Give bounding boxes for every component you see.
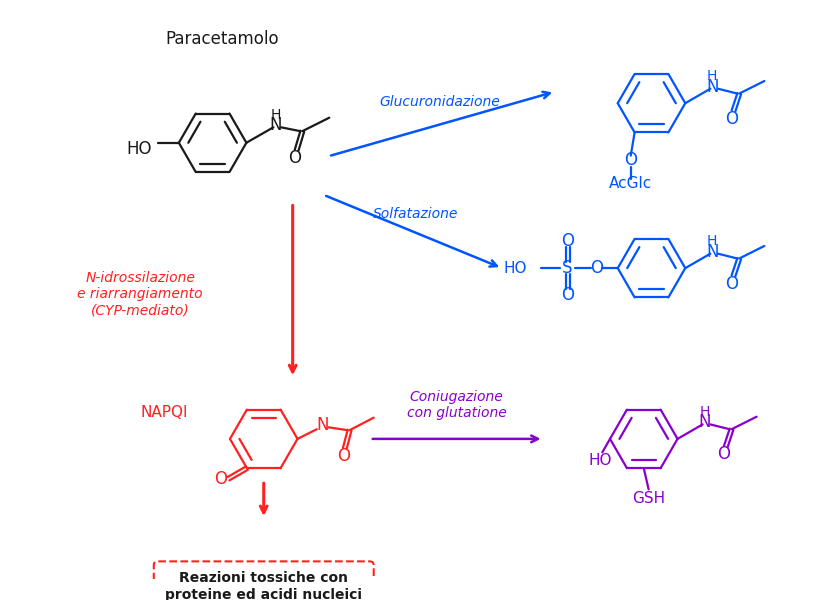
Text: O: O: [725, 275, 738, 293]
Text: O: O: [561, 232, 574, 250]
Text: O: O: [338, 447, 350, 465]
Text: S: S: [562, 259, 573, 277]
Text: O: O: [561, 286, 574, 304]
Text: AcGlc: AcGlc: [609, 176, 653, 191]
Text: O: O: [717, 445, 730, 463]
Text: N-idrossilazione
e riarrangiamento
(CYP-mediato): N-idrossilazione e riarrangiamento (CYP-…: [77, 271, 203, 317]
Text: N: N: [698, 413, 711, 431]
Text: N: N: [269, 116, 281, 134]
Text: Reazioni tossiche con
proteine ed acidi nucleici: Reazioni tossiche con proteine ed acidi …: [165, 571, 362, 600]
Text: Coniugazione
con glutatione: Coniugazione con glutatione: [407, 390, 507, 420]
Text: Glucuronidazione: Glucuronidazione: [379, 95, 500, 109]
Text: H: H: [707, 234, 717, 248]
Text: GSH: GSH: [632, 491, 665, 506]
Text: O: O: [725, 110, 738, 128]
Text: O: O: [624, 151, 638, 169]
Text: N: N: [706, 78, 718, 96]
Text: HO: HO: [503, 260, 527, 275]
FancyBboxPatch shape: [154, 562, 374, 600]
Text: HO: HO: [589, 452, 612, 467]
Text: O: O: [214, 470, 228, 488]
Text: H: H: [700, 405, 710, 419]
Text: Paracetamolo: Paracetamolo: [165, 29, 279, 47]
Text: H: H: [270, 108, 281, 122]
Text: H: H: [707, 69, 717, 83]
Text: O: O: [288, 149, 301, 167]
Text: O: O: [590, 259, 603, 277]
Text: N: N: [706, 243, 718, 261]
Text: HO: HO: [126, 140, 152, 158]
Text: NAPQI: NAPQI: [140, 406, 188, 421]
Text: N: N: [317, 416, 328, 434]
Text: Solfatazione: Solfatazione: [372, 207, 458, 221]
